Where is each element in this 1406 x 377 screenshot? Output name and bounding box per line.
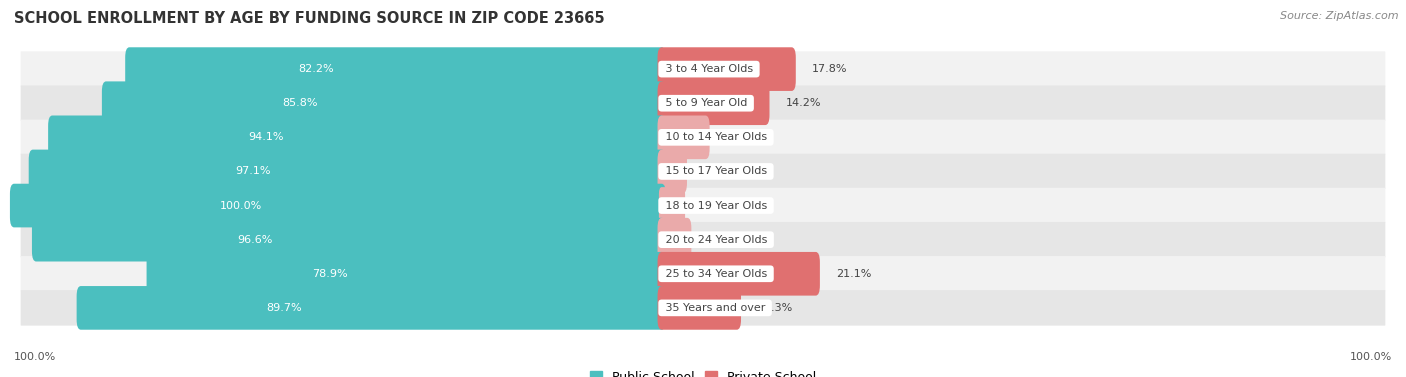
Text: 35 Years and over: 35 Years and over <box>662 303 769 313</box>
FancyBboxPatch shape <box>658 150 688 193</box>
Text: 85.8%: 85.8% <box>283 98 318 108</box>
Text: 2.9%: 2.9% <box>703 166 733 176</box>
Text: 5 to 9 Year Old: 5 to 9 Year Old <box>662 98 751 108</box>
FancyBboxPatch shape <box>48 115 666 159</box>
Text: 15 to 17 Year Olds: 15 to 17 Year Olds <box>662 166 770 176</box>
FancyBboxPatch shape <box>658 81 769 125</box>
Text: 97.1%: 97.1% <box>235 166 271 176</box>
Text: 17.8%: 17.8% <box>813 64 848 74</box>
Text: 82.2%: 82.2% <box>298 64 333 74</box>
FancyBboxPatch shape <box>658 286 741 330</box>
Legend: Public School, Private School: Public School, Private School <box>585 366 821 377</box>
FancyBboxPatch shape <box>658 115 710 159</box>
FancyBboxPatch shape <box>32 218 666 262</box>
FancyBboxPatch shape <box>21 86 1385 121</box>
Text: 78.9%: 78.9% <box>312 269 347 279</box>
Text: 10 to 14 Year Olds: 10 to 14 Year Olds <box>662 132 770 143</box>
FancyBboxPatch shape <box>21 290 1385 326</box>
FancyBboxPatch shape <box>21 222 1385 257</box>
FancyBboxPatch shape <box>659 187 685 224</box>
FancyBboxPatch shape <box>21 256 1385 291</box>
FancyBboxPatch shape <box>101 81 666 125</box>
Text: 0.0%: 0.0% <box>689 201 717 211</box>
Text: 21.1%: 21.1% <box>837 269 872 279</box>
Text: Source: ZipAtlas.com: Source: ZipAtlas.com <box>1281 11 1399 21</box>
Text: 3.5%: 3.5% <box>707 234 737 245</box>
Text: 6.0%: 6.0% <box>725 132 755 143</box>
Text: 100.0%: 100.0% <box>14 352 56 362</box>
Text: 14.2%: 14.2% <box>786 98 821 108</box>
FancyBboxPatch shape <box>28 150 666 193</box>
FancyBboxPatch shape <box>77 286 666 330</box>
Text: 10.3%: 10.3% <box>758 303 793 313</box>
Text: 3 to 4 Year Olds: 3 to 4 Year Olds <box>662 64 756 74</box>
FancyBboxPatch shape <box>146 252 666 296</box>
FancyBboxPatch shape <box>21 51 1385 87</box>
Text: 94.1%: 94.1% <box>247 132 283 143</box>
Text: SCHOOL ENROLLMENT BY AGE BY FUNDING SOURCE IN ZIP CODE 23665: SCHOOL ENROLLMENT BY AGE BY FUNDING SOUR… <box>14 11 605 26</box>
FancyBboxPatch shape <box>125 47 666 91</box>
Text: 18 to 19 Year Olds: 18 to 19 Year Olds <box>662 201 770 211</box>
Text: 89.7%: 89.7% <box>266 303 302 313</box>
Text: 96.6%: 96.6% <box>238 234 273 245</box>
FancyBboxPatch shape <box>658 252 820 296</box>
FancyBboxPatch shape <box>658 218 692 262</box>
FancyBboxPatch shape <box>21 120 1385 155</box>
FancyBboxPatch shape <box>10 184 666 227</box>
FancyBboxPatch shape <box>658 47 796 91</box>
Text: 20 to 24 Year Olds: 20 to 24 Year Olds <box>662 234 770 245</box>
FancyBboxPatch shape <box>21 188 1385 223</box>
FancyBboxPatch shape <box>21 154 1385 189</box>
Text: 100.0%: 100.0% <box>1350 352 1392 362</box>
Text: 100.0%: 100.0% <box>219 201 262 211</box>
Text: 25 to 34 Year Olds: 25 to 34 Year Olds <box>662 269 770 279</box>
